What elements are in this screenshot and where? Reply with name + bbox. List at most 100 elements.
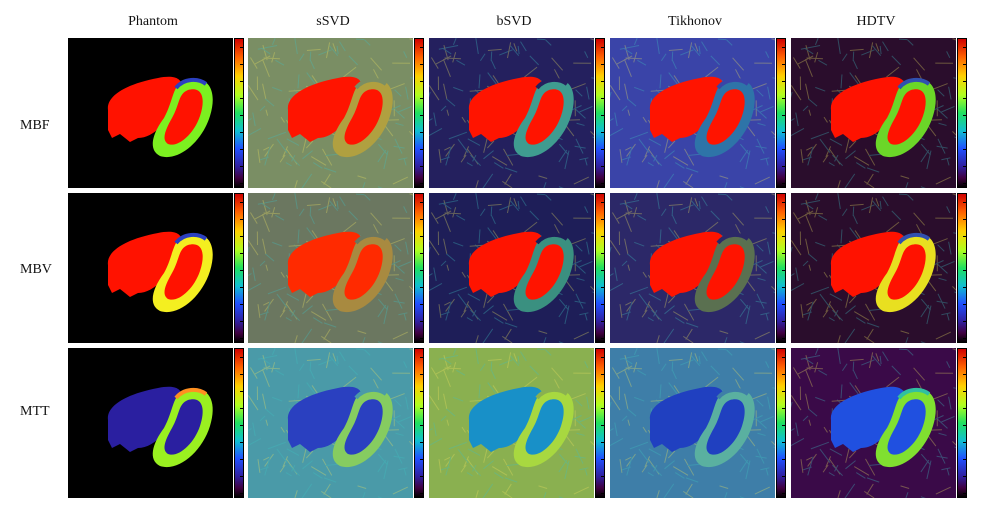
colorbar-tick (601, 149, 604, 150)
colorbar-tick (601, 493, 604, 494)
colorbar-tick (601, 425, 604, 426)
heart-image (429, 348, 594, 498)
map-panel-mtt-ssvd (248, 348, 413, 498)
colorbar-tick (420, 149, 423, 150)
colorbar-tick (601, 202, 604, 203)
colorbar-tick (782, 304, 785, 305)
colorbar (234, 38, 244, 188)
heart-image (248, 193, 413, 343)
colorbar-tick (601, 115, 604, 116)
colorbar-tick (240, 459, 243, 460)
map-panel-mbv-ssvd (248, 193, 413, 343)
colorbar-tick (782, 459, 785, 460)
colorbar-tick (420, 493, 423, 494)
colorbar-tick (420, 442, 423, 443)
colorbar-tick (963, 476, 966, 477)
colorbar-tick (782, 476, 785, 477)
map-panel-mtt-phantom (68, 348, 233, 498)
colorbar (414, 348, 424, 498)
colorbar-tick (782, 132, 785, 133)
map-panel-mbv-bsvd (429, 193, 594, 343)
colorbar-tick (601, 81, 604, 82)
colorbar-tick (963, 47, 966, 48)
colorbar-tick (963, 132, 966, 133)
colorbar-tick (240, 391, 243, 392)
colorbar-tick (420, 219, 423, 220)
colorbar-tick (420, 425, 423, 426)
colorbar-tick (240, 47, 243, 48)
column-header-ssvd: sSVD (316, 14, 350, 29)
colorbar-tick (782, 493, 785, 494)
colorbar-tick (601, 47, 604, 48)
colorbar (957, 348, 967, 498)
colorbar-tick (601, 166, 604, 167)
heart-image (68, 38, 233, 188)
colorbar-tick (782, 183, 785, 184)
colorbar-tick (601, 476, 604, 477)
colorbar-tick (782, 149, 785, 150)
colorbar-tick (963, 459, 966, 460)
colorbar-tick (963, 338, 966, 339)
colorbar-tick (782, 166, 785, 167)
colorbar-tick (420, 338, 423, 339)
colorbar-tick (963, 166, 966, 167)
colorbar-tick (601, 357, 604, 358)
map-panel-mtt-tikhonov (610, 348, 775, 498)
colorbar (776, 193, 786, 343)
colorbar-tick (240, 374, 243, 375)
colorbar-tick (420, 408, 423, 409)
colorbar-tick (601, 270, 604, 271)
colorbar-tick (782, 408, 785, 409)
heart-image (248, 348, 413, 498)
colorbar-tick (420, 202, 423, 203)
colorbar-tick (782, 219, 785, 220)
colorbar-tick (240, 166, 243, 167)
colorbar-tick (420, 253, 423, 254)
colorbar (414, 193, 424, 343)
colorbar-tick (420, 304, 423, 305)
colorbar-tick (963, 374, 966, 375)
colorbar-tick (601, 338, 604, 339)
colorbar-tick (420, 391, 423, 392)
colorbar-tick (963, 357, 966, 358)
heart-image (429, 193, 594, 343)
colorbar-tick (240, 98, 243, 99)
colorbar-tick (601, 132, 604, 133)
colorbar-tick (601, 391, 604, 392)
colorbar-tick (963, 219, 966, 220)
colorbar-tick (420, 374, 423, 375)
colorbar-tick (240, 132, 243, 133)
map-panel-mbf-ssvd (248, 38, 413, 188)
colorbar-tick (601, 374, 604, 375)
colorbar-tick (420, 476, 423, 477)
colorbar-tick (601, 321, 604, 322)
colorbar-tick (420, 270, 423, 271)
colorbar-tick (601, 236, 604, 237)
colorbar-tick (240, 236, 243, 237)
colorbar-tick (782, 357, 785, 358)
colorbar-tick (963, 115, 966, 116)
colorbar-tick (420, 321, 423, 322)
colorbar-tick (420, 183, 423, 184)
colorbar-tick (601, 219, 604, 220)
colorbar-tick (782, 391, 785, 392)
map-panel-mtt-bsvd (429, 348, 594, 498)
colorbar-tick (240, 287, 243, 288)
row-header-mbf: MBF (20, 118, 50, 133)
colorbar-tick (240, 493, 243, 494)
colorbar-tick (963, 408, 966, 409)
colorbar (595, 38, 605, 188)
colorbar-tick (963, 287, 966, 288)
colorbar-tick (240, 219, 243, 220)
colorbar-tick (240, 64, 243, 65)
colorbar-tick (782, 81, 785, 82)
colorbar-tick (240, 338, 243, 339)
colorbar-tick (601, 304, 604, 305)
map-panel-mbv-hdtv (791, 193, 956, 343)
colorbar-tick (782, 287, 785, 288)
colorbar-tick (420, 64, 423, 65)
heart-image (610, 193, 775, 343)
colorbar (414, 38, 424, 188)
heart-image (248, 38, 413, 188)
colorbar (776, 348, 786, 498)
